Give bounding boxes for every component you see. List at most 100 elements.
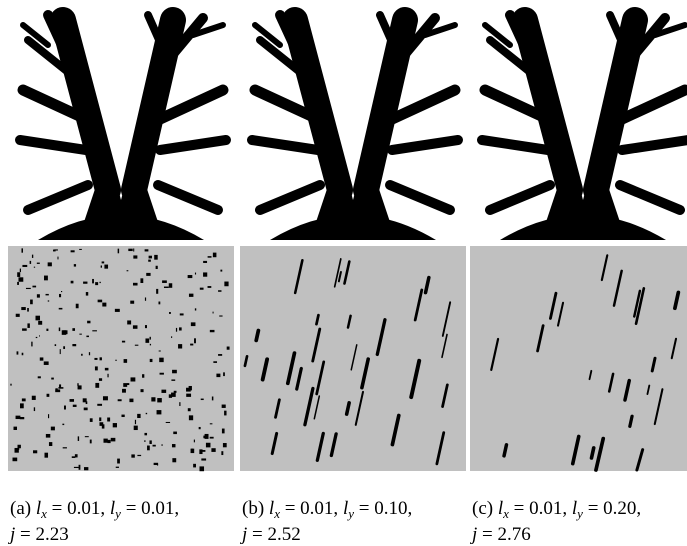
speck [122, 341, 125, 343]
speck [38, 321, 42, 325]
speck [49, 442, 52, 446]
speck [179, 327, 182, 330]
speck [194, 440, 195, 443]
speck [48, 262, 52, 266]
speck [222, 429, 225, 434]
speck [130, 301, 134, 304]
speck [101, 265, 102, 267]
speck [164, 287, 169, 288]
speck [195, 273, 196, 275]
speck [59, 308, 63, 310]
speck [221, 451, 223, 455]
speck [159, 358, 163, 362]
speck [20, 417, 24, 419]
speck [14, 427, 18, 430]
speck [157, 398, 162, 402]
caption-part: = 0.20, [583, 498, 641, 519]
speck [124, 359, 128, 363]
speck [113, 423, 117, 427]
speck [213, 361, 217, 363]
speck [123, 383, 127, 387]
caption-line: j = 2.52 [239, 524, 301, 545]
speck [171, 336, 172, 338]
speck [81, 354, 83, 356]
speck [36, 316, 41, 321]
speck [51, 427, 55, 431]
speck [133, 283, 138, 286]
speck [79, 334, 81, 335]
speck [26, 288, 31, 289]
caption-part: (a) [10, 498, 36, 519]
speck [16, 314, 20, 317]
speck [135, 345, 139, 346]
speck [189, 386, 192, 390]
speck [150, 344, 151, 346]
speck [79, 465, 81, 470]
speck [99, 417, 101, 421]
speck [22, 265, 27, 267]
speck [16, 416, 21, 419]
speck [146, 413, 147, 414]
speck [169, 312, 171, 314]
speck [59, 327, 60, 331]
speck [74, 467, 79, 468]
speck [37, 263, 40, 264]
speck [219, 315, 222, 316]
speck [151, 397, 155, 401]
caption-part: j [7, 524, 15, 545]
speck [146, 273, 150, 276]
speck [31, 342, 32, 347]
speck [190, 344, 193, 346]
speck [135, 420, 136, 424]
speck [161, 444, 163, 445]
speck [55, 388, 57, 389]
speck [157, 464, 158, 466]
speck [100, 357, 102, 360]
speck [73, 405, 77, 407]
speck [189, 294, 193, 297]
speck [17, 445, 20, 448]
speck [180, 313, 184, 315]
speck [21, 307, 26, 310]
speck [210, 437, 214, 439]
speck [176, 328, 177, 332]
speck [191, 449, 195, 453]
speck [179, 402, 180, 406]
speck [218, 354, 222, 356]
speck [210, 423, 213, 424]
speck [83, 398, 87, 402]
speck [218, 290, 221, 292]
caption-part: = 0.01, [280, 498, 343, 519]
speck [171, 393, 176, 397]
speck [227, 347, 230, 350]
speck [203, 272, 207, 276]
speck [71, 281, 74, 284]
speck [144, 440, 145, 442]
speck [223, 372, 225, 376]
captions: (a) lx = 0.01, ly = 0.01,j = 2.23(b) lx … [7, 498, 641, 545]
speck [85, 436, 89, 437]
speck [199, 427, 201, 429]
speck [21, 248, 23, 252]
speck [200, 288, 204, 290]
speck [137, 414, 140, 418]
speck [134, 426, 138, 430]
speck [102, 424, 105, 428]
speck [149, 440, 151, 444]
speck [104, 265, 108, 269]
speck [32, 255, 33, 258]
speck [145, 325, 147, 328]
speck [150, 359, 153, 362]
speck [127, 270, 129, 271]
speck [90, 440, 92, 444]
speck [72, 456, 76, 458]
speck [59, 384, 61, 388]
speck [193, 464, 196, 468]
speck [173, 432, 177, 435]
speck [47, 394, 50, 397]
speck [34, 407, 35, 411]
caption-part: = 2.76 [477, 524, 530, 545]
figure: (a) lx = 0.01, ly = 0.01,j = 2.23(b) lx … [0, 0, 687, 546]
speck [174, 391, 177, 393]
speck [148, 260, 151, 262]
